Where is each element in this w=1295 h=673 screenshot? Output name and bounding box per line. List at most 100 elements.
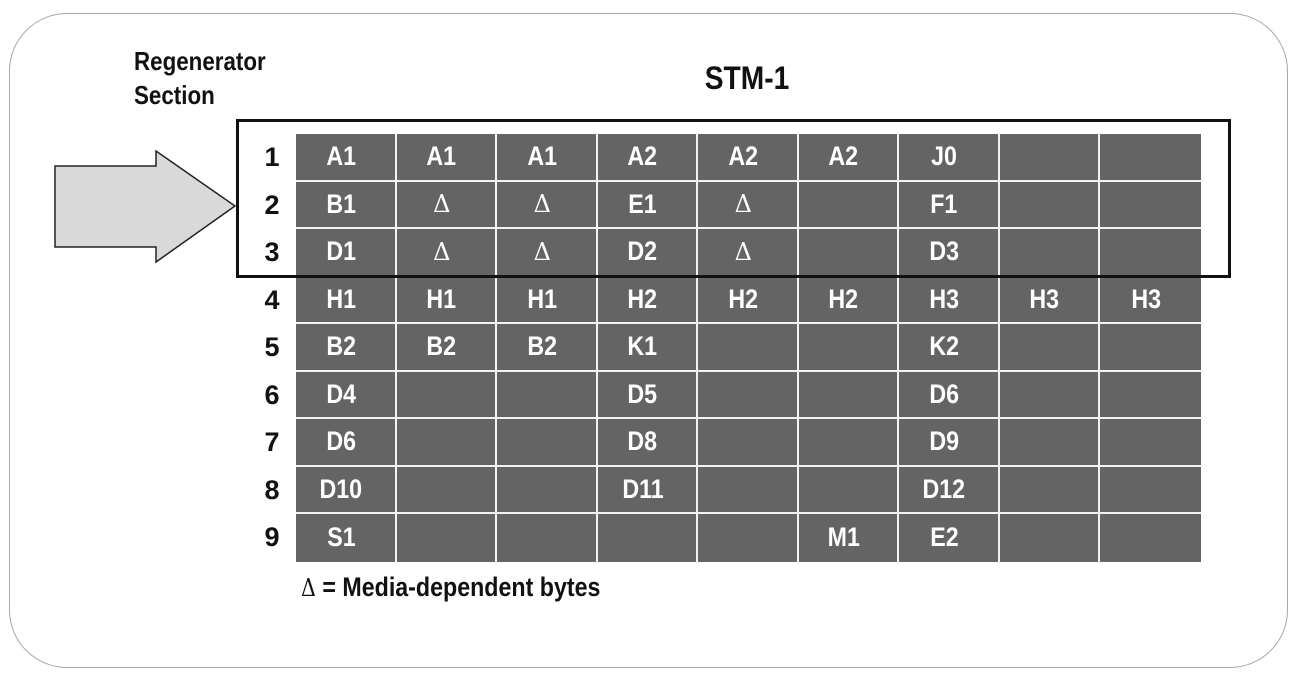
overhead-byte-cell [497, 514, 598, 562]
overhead-byte-cell [698, 371, 799, 419]
overhead-byte-cell [598, 514, 698, 562]
byte-label: K1 [627, 331, 658, 362]
overhead-byte-cell [1100, 372, 1201, 419]
byte-label: Δ [533, 190, 551, 219]
overhead-byte-cell: D9 [899, 419, 1000, 467]
byte-label: D2 [627, 236, 658, 267]
overhead-byte-cell [798, 466, 899, 514]
overhead-byte-cell: D2 [597, 229, 698, 277]
row-number: 8 [264, 474, 280, 505]
byte-label: H1 [527, 283, 558, 314]
byte-label: M1 [827, 522, 860, 553]
byte-label: A2 [728, 141, 759, 172]
byte-label: Δ [433, 190, 451, 219]
overhead-byte-cell [1000, 514, 1100, 562]
overhead-byte-cell: A2 [597, 134, 698, 182]
row-number: 9 [264, 522, 280, 553]
overhead-byte-cell [798, 229, 899, 277]
section-label-line-1: Regenerator [134, 46, 266, 76]
byte-label: A1 [326, 141, 357, 172]
byte-label: Δ [734, 237, 752, 266]
byte-label: B1 [326, 188, 357, 219]
frame-title: STM-1 [704, 60, 790, 96]
overhead-byte-cell [497, 419, 598, 467]
byte-label: A1 [426, 141, 457, 172]
overhead-byte-cell [698, 324, 799, 372]
overhead-byte-cell: Δ [698, 229, 799, 277]
overhead-byte-cell: B1 [296, 181, 397, 229]
overhead-byte-cell: S1 [296, 514, 397, 562]
byte-label: B2 [527, 331, 558, 362]
overhead-byte-cell [999, 229, 1100, 277]
overhead-byte-cell [1100, 419, 1201, 467]
overhead-byte-cell: F1 [899, 181, 1000, 229]
overhead-byte-cell: Δ [497, 229, 598, 277]
byte-label: D12 [922, 473, 966, 504]
byte-label: B2 [326, 331, 357, 362]
byte-label: D6 [326, 426, 357, 457]
overhead-byte-cell: M1 [799, 514, 899, 562]
legend: Δ = Media-dependent bytes [301, 572, 600, 603]
overhead-byte-cell [698, 419, 799, 467]
overhead-byte-cell: Δ [396, 181, 497, 229]
byte-label: B2 [426, 331, 457, 362]
row-number: 7 [264, 427, 280, 458]
overhead-byte-cell [1100, 182, 1201, 229]
overhead-byte-cell [497, 466, 598, 514]
overhead-byte-cell [396, 466, 497, 514]
overhead-byte-cell: H1 [296, 276, 397, 324]
overhead-byte-cell: H3 [999, 276, 1100, 324]
delta-symbol: Δ [301, 574, 316, 602]
overhead-byte-cell: J0 [899, 134, 1000, 182]
byte-label: D5 [627, 378, 658, 409]
overhead-byte-cell [1100, 467, 1201, 514]
overhead-byte-cell: D8 [597, 419, 698, 467]
overhead-byte-cell: D6 [899, 371, 1000, 419]
overhead-byte-cell [698, 514, 799, 562]
overhead-byte-cell: A2 [698, 134, 799, 182]
arrow-shape [54, 150, 237, 264]
overhead-byte-cell: D11 [597, 466, 698, 514]
overhead-byte-cell [798, 419, 899, 467]
stm1-overhead-grid: A1 A1 A1 A2 A2 A2 J0 B1 Δ Δ E1 Δ F1 D1 Δ Δ D2 Δ D3 H1 H1 H1 H2… [296, 134, 1201, 562]
overhead-byte-cell: D6 [296, 419, 397, 467]
row-number-column: 1 2 3 4 5 6 7 8 9 [256, 134, 288, 562]
overhead-byte-cell [999, 466, 1100, 514]
byte-label: E2 [930, 522, 959, 553]
row-number: 2 [264, 189, 280, 220]
overhead-byte-cell: B2 [396, 324, 497, 372]
overhead-byte-cell: B2 [497, 324, 598, 372]
overhead-byte-cell [999, 371, 1100, 419]
byte-label: Δ [433, 237, 451, 266]
row-number: 3 [264, 237, 280, 268]
overhead-byte-cell: H2 [698, 276, 799, 324]
byte-label: H2 [627, 283, 658, 314]
byte-label: Δ [734, 190, 752, 219]
overhead-byte-cell: H2 [597, 276, 698, 324]
row-number: 1 [264, 142, 280, 173]
overhead-byte-cell [397, 514, 497, 562]
overhead-byte-cell: H1 [396, 276, 497, 324]
overhead-byte-cell: D3 [899, 229, 1000, 277]
overhead-byte-cell: K2 [899, 324, 1000, 372]
overhead-byte-cell: D10 [296, 466, 397, 514]
overhead-byte-cell: D12 [899, 466, 1000, 514]
overhead-byte-cell [396, 419, 497, 467]
byte-label: E1 [628, 188, 657, 219]
overhead-byte-cell: Δ [396, 229, 497, 277]
overhead-byte-cell: A1 [497, 134, 598, 182]
legend-text: = Media-dependent bytes [315, 572, 601, 602]
overhead-byte-cell: Δ [497, 181, 598, 229]
byte-label: D4 [326, 378, 357, 409]
overhead-byte-cell: H2 [798, 276, 899, 324]
right-arrow-icon [54, 150, 237, 264]
byte-label: H3 [1131, 283, 1162, 314]
overhead-byte-cell [1100, 514, 1201, 562]
byte-label: D10 [319, 473, 363, 504]
byte-label: D11 [622, 473, 664, 504]
byte-label: H2 [728, 283, 759, 314]
byte-label: D8 [627, 426, 658, 457]
byte-label: H3 [1029, 283, 1060, 314]
byte-label: A2 [627, 141, 658, 172]
overhead-byte-cell: A1 [396, 134, 497, 182]
